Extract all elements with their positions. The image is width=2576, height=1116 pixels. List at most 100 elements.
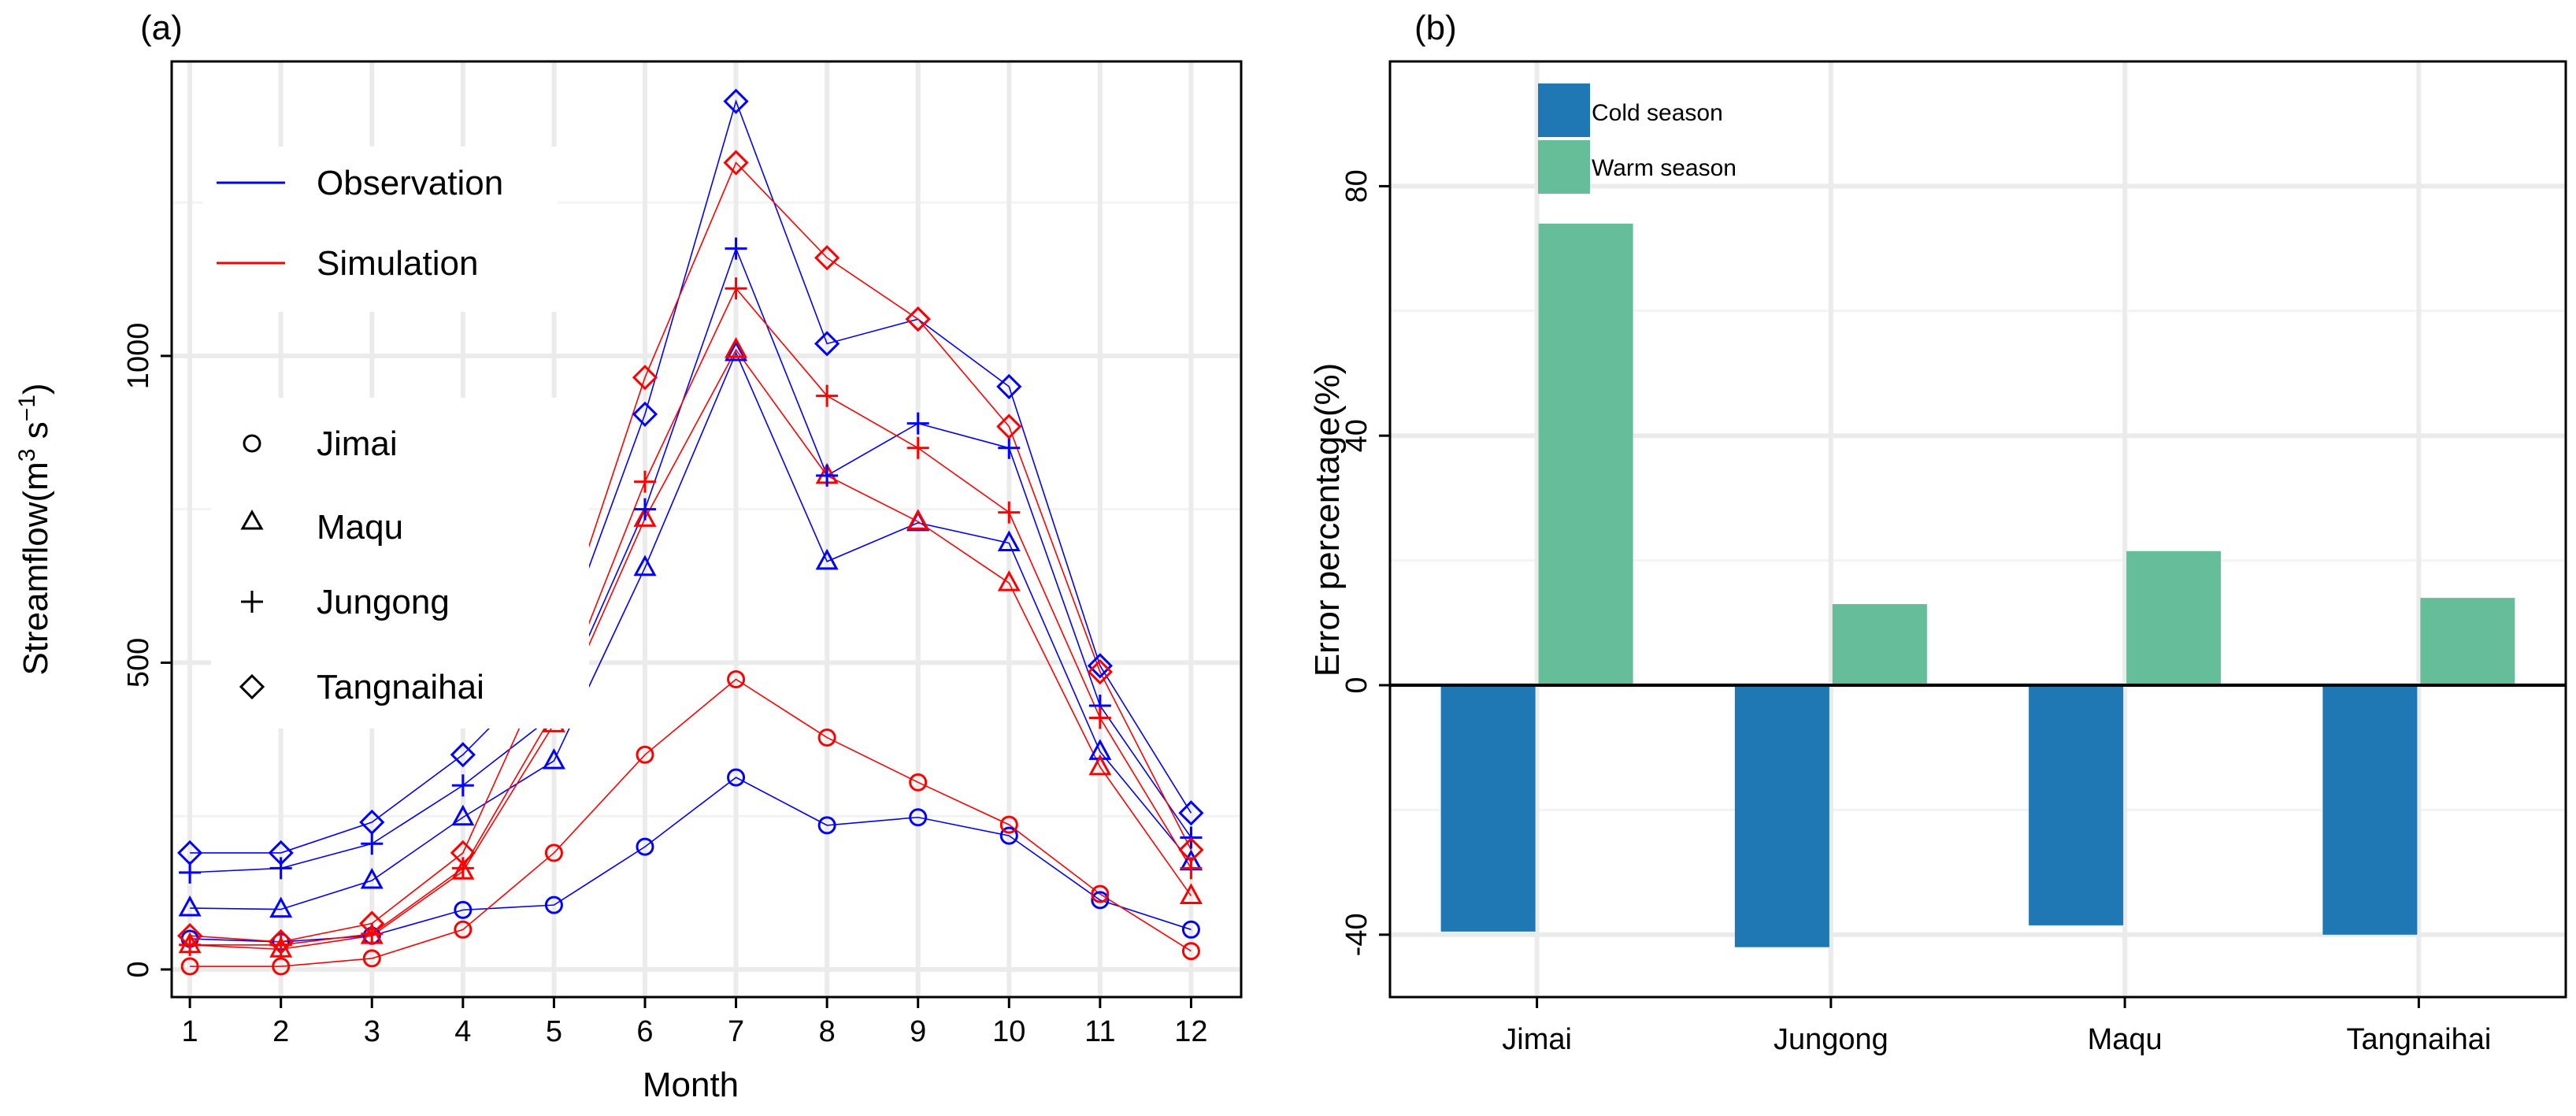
legend-jungong-label: Jungong: [317, 583, 450, 621]
legend-simulation-label: Simulation: [317, 244, 478, 283]
panel-b-error-bar-chart: -40 0 40 80 Jimai Jungong Maqu Tangnaihai (b) E…: [1308, 9, 2567, 1056]
series-line-maqu-observation: [190, 351, 1192, 910]
data-point-maqu-simulation: [633, 506, 657, 527]
series-line-jimai-simulation: [190, 678, 1192, 967]
data-point-jimai-observation: [454, 900, 473, 919]
data-point-jimai-simulation: [180, 957, 199, 976]
data-point-jungong-simulation: [179, 933, 202, 956]
data-point-jimai-simulation: [544, 843, 563, 862]
legend-maqu-label: Maqu: [317, 508, 403, 547]
panel-b-axis-ticks: -40 0 40 80 Jimai Jungong Maqu Tangnaihai: [1340, 60, 2567, 1056]
data-point-jungong-observation: [269, 857, 292, 880]
data-point-jungong-simulation: [633, 470, 656, 493]
legend-station-background: [211, 398, 589, 729]
data-point-jungong-simulation: [1088, 706, 1111, 729]
bar-cold-season-tangnaihai: [2322, 685, 2418, 935]
x-tick-label: 3: [364, 1015, 380, 1048]
bar-cold-season-jungong: [1734, 685, 1829, 947]
panel-a-x-axis-label: Month: [643, 1066, 739, 1104]
data-point-jimai-simulation: [999, 815, 1018, 834]
data-point-jungong-observation: [998, 436, 1021, 459]
data-point-jimai-observation: [817, 816, 836, 835]
data-point-tangnaihai-observation: [1087, 653, 1113, 679]
data-point-jimai-observation: [999, 826, 1018, 845]
data-point-maqu-observation: [451, 804, 475, 826]
legend-maqu-marker: [240, 509, 264, 530]
data-point-tangnaihai-simulation: [814, 245, 840, 271]
data-point-jimai-simulation: [909, 773, 928, 792]
data-point-maqu-observation: [633, 554, 657, 577]
y-tick-label: 1000: [122, 323, 155, 390]
data-point-jungong-simulation: [451, 857, 474, 880]
data-point-maqu-simulation: [1088, 754, 1112, 776]
data-point-tangnaihai-observation: [450, 742, 476, 768]
series-line-jungong-observation: [190, 247, 1192, 873]
data-point-tangnaihai-observation: [814, 331, 840, 357]
x-tick-label-maqu: Maqu: [2088, 1023, 2163, 1056]
data-point-jimai-simulation: [362, 949, 381, 968]
panel-a-legend-type: Observation Simulation: [203, 146, 558, 312]
legend-observation-label: Observation: [317, 164, 503, 202]
data-point-maqu-simulation: [997, 570, 1021, 591]
data-point-maqu-simulation: [725, 337, 748, 358]
y-tick-label: 0: [122, 961, 155, 977]
legend-jimai-marker: [243, 434, 261, 453]
panel-a-plot-frame: [170, 60, 1243, 999]
data-point-jimai-simulation: [272, 957, 291, 976]
data-point-maqu-observation: [815, 548, 839, 570]
data-point-tangnaihai-simulation: [723, 150, 749, 176]
x-tick-label: 2: [272, 1015, 289, 1048]
legend-tangnaihai-label: Tangnaihai: [317, 668, 484, 706]
x-tick-label: 9: [910, 1015, 926, 1048]
series-line-maqu-simulation: [190, 348, 1192, 951]
y-tick-label: -40: [1340, 913, 1373, 956]
x-tick-label-jimai: Jimai: [1502, 1023, 1572, 1056]
data-point-tangnaihai-simulation: [359, 910, 385, 936]
data-point-jungong-observation: [361, 832, 384, 855]
panel-a-legend-station: Jimai Maqu Jungong Tangnaihai: [211, 398, 589, 729]
data-point-tangnaihai-observation: [268, 840, 294, 866]
bar-warm-season-tangnaihai: [2420, 598, 2515, 685]
data-point-tangnaihai-simulation: [632, 365, 658, 391]
data-point-tangnaihai-observation: [359, 809, 385, 836]
data-point-jungong-observation: [816, 464, 839, 487]
data-point-jimai-simulation: [1181, 942, 1200, 961]
legend-warm-season-label: Warm season: [1592, 155, 1736, 181]
data-point-tangnaihai-simulation: [996, 413, 1022, 439]
legend-jimai-label: Jimai: [317, 425, 398, 463]
legend-type-background: [203, 146, 558, 312]
x-tick-label: 5: [546, 1015, 562, 1048]
data-point-tangnaihai-observation: [723, 88, 749, 114]
panel-b-legend: Cold season Warm season: [1538, 83, 1736, 194]
data-point-tangnaihai-simulation: [1178, 836, 1204, 863]
data-point-jimai-simulation: [727, 669, 746, 688]
data-point-jimai-observation: [1181, 920, 1200, 939]
data-point-jungong-observation: [633, 498, 656, 521]
data-point-jungong-observation: [906, 412, 929, 435]
legend-cold-season-swatch: [1538, 83, 1590, 137]
data-point-tangnaihai-simulation: [1087, 659, 1113, 685]
bar-warm-season-jimai: [1538, 223, 1633, 685]
panel-a-label: (a): [140, 9, 183, 47]
data-point-maqu-observation: [997, 530, 1021, 552]
x-tick-label: 1: [182, 1015, 198, 1048]
series-line-jungong-simulation: [190, 287, 1192, 946]
bar-cold-season-maqu: [2029, 685, 2124, 925]
data-point-tangnaihai-simulation: [176, 922, 203, 949]
panel-a-series-markers: [176, 88, 1204, 976]
data-point-jimai-simulation: [454, 920, 473, 939]
y-tick-label: 40: [1340, 419, 1373, 452]
data-point-tangnaihai-simulation: [450, 840, 476, 866]
data-point-maqu-observation: [725, 339, 748, 361]
x-tick-label: 8: [819, 1015, 836, 1048]
data-point-jungong-simulation: [906, 436, 929, 459]
data-point-jungong-simulation: [816, 384, 839, 407]
x-tick-label: 7: [728, 1015, 744, 1048]
legend-cold-season-label: Cold season: [1592, 100, 1723, 126]
x-tick-label: 12: [1174, 1015, 1207, 1048]
y-tick-label: 80: [1340, 169, 1373, 202]
series-line-jimai-observation: [190, 777, 1192, 943]
data-point-jungong-observation: [451, 774, 474, 797]
